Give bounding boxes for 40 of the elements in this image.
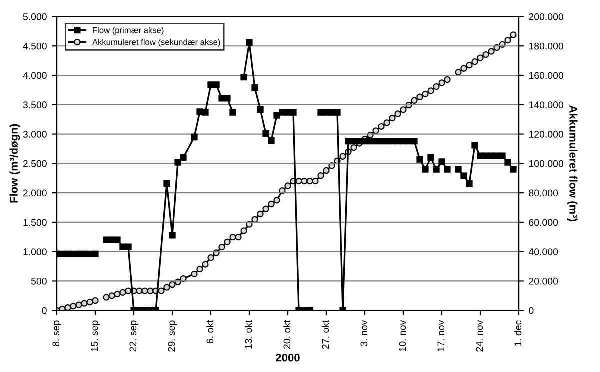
y-tick-label: 2.500: [23, 160, 47, 168]
x-tick-label: 13. okt: [244, 320, 252, 349]
x-tick-label: 15. sep: [91, 320, 100, 352]
x-tick-label: 22. sep: [130, 320, 139, 352]
x-tick-label: 17. nov: [438, 320, 445, 352]
legend-label: Flow (primær akse): [93, 27, 164, 35]
y2-axis-title: Akkumuleret flow (m³): [567, 106, 578, 222]
y-tick-label: 3.500: [23, 102, 47, 109]
x-tick-label: 1. dec: [514, 320, 522, 346]
y-tick-label: 500: [31, 278, 47, 285]
y2-tick-label: 200.000: [529, 13, 564, 20]
x-tick-label: 24. nov: [476, 320, 484, 352]
y2-tick-label: 160.000: [529, 72, 564, 80]
x-axis-title: 2000: [276, 354, 300, 362]
y-tick-label: 4.500: [23, 42, 47, 50]
y2-tick-label: 0: [529, 307, 534, 314]
legend-label: Akkumuleret flow (sekundær akse): [92, 39, 220, 47]
y-tick-label: 1.500: [24, 219, 47, 226]
x-tick-label: 6. okt: [206, 320, 214, 344]
y2-tick-label: 20.000: [529, 278, 558, 285]
y2-tick-label: 100.000: [529, 160, 564, 168]
y2-tick-label: 60.000: [529, 219, 558, 226]
y-tick-label: 4.000: [23, 72, 47, 80]
y-tick-label: 2.000: [23, 190, 47, 197]
x-tick-label: 8. sep: [52, 320, 62, 346]
x-tick-label: 3. nov: [360, 320, 368, 346]
x-tick-label: 10. nov: [399, 320, 406, 352]
y-tick-label: 3.000: [23, 131, 47, 138]
y-tick-label: 5.000: [23, 13, 47, 20]
y2-tick-label: 120.000: [529, 131, 564, 138]
y-axis-title: Flow (m³/døgn): [10, 124, 20, 203]
y2-tick-label: 80.000: [529, 190, 558, 197]
y2-tick-label: 180.000: [529, 42, 564, 50]
x-tick-label: 29. sep: [168, 320, 178, 352]
y-tick-label: 1.000: [24, 248, 47, 256]
x-tick-label: 27. okt: [322, 320, 330, 350]
x-tick-label: 20. okt: [283, 320, 291, 350]
y2-tick-label: 40.000: [528, 248, 558, 256]
y-tick-label: 0: [42, 307, 47, 314]
y2-tick-label: 140.000: [529, 102, 564, 109]
